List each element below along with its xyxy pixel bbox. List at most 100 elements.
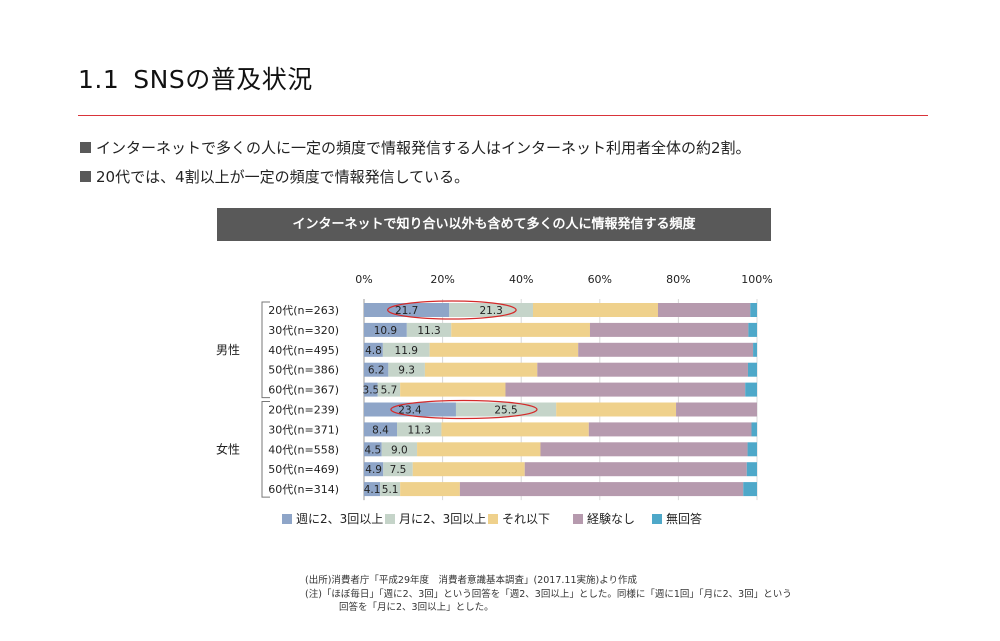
data-label: 11.3 [417,325,440,337]
data-label: 9.3 [398,365,415,377]
data-label: 4.1 [364,484,381,496]
bar-segment [556,402,677,417]
legend-swatch [488,514,498,524]
data-label: 8.4 [372,424,389,436]
footnote-continued: 回答を「月に2、3回以上」とした。 [339,602,494,613]
legend-label: それ以下 [502,512,550,526]
data-label: 5.1 [382,484,399,496]
row-label: 20代(n=263) [268,304,339,317]
bar-segment [364,362,389,377]
bar-segment [364,382,378,397]
data-label: 4.5 [364,444,381,456]
section-title: SNSの普及状況 [133,65,313,94]
data-label: 5.7 [381,385,398,397]
bullet-item: インターネットで多くの人に一定の頻度で情報発信する人はインターネット利用者全体の… [80,137,751,158]
data-label: 21.3 [479,305,502,317]
data-label: 6.2 [368,365,385,377]
bar-segment [364,342,383,357]
bullet-square-icon [80,142,91,153]
bar-segment [364,303,450,317]
bar-segment [745,382,757,397]
bar-segment [746,462,757,477]
data-label: 21.7 [395,305,418,317]
data-label: 25.5 [494,405,517,417]
bar-segment [540,442,748,457]
data-label: 7.5 [390,464,407,476]
bar-segment [364,322,407,337]
bar-segment [451,322,590,337]
row-label: 20代(n=239) [268,404,339,417]
bar-segment [388,362,425,377]
bullet-square-icon [80,171,91,182]
bullet-item: 20代では、4割以上が一定の頻度で情報発信している。 [80,166,469,187]
row-label: 60代(n=367) [268,384,339,397]
legend-swatch [385,514,395,524]
highlight-ellipse [387,300,517,320]
group-bracket [261,401,270,498]
source-note: (出所)消費者庁「平成29年度 消費者意識基本調査」(2017.11実施)より作… [305,575,638,586]
legend-label: 無回答 [666,511,702,526]
chart-title: インターネットで知り合い以外も含めて多くの人に情報発信する頻度 [217,208,771,241]
bar-segment [377,382,401,397]
x-tick-label: 40% [509,273,533,286]
x-tick-label: 60% [588,273,612,286]
bar-segment [578,342,754,357]
group-label: 女性 [216,441,240,456]
bar-segment [382,342,430,357]
legend-label: 経験なし [587,511,635,526]
x-tick-label: 100% [741,273,772,286]
bar-segment [657,303,751,317]
x-tick-label: 0% [355,273,372,286]
bar-segment [747,442,757,457]
bar-segment [412,462,525,477]
bar-segment [441,422,589,437]
row-label: 30代(n=320) [268,324,339,337]
bar-segment [424,362,538,377]
bar-segment [748,322,757,337]
footnote: (注)「ほぼ毎日」「週に2、3回」という回答を「週2、3回以上」とした。同様に「… [305,589,792,600]
bar-segment [406,322,452,337]
section-number: 1.1 [78,65,120,94]
bar-segment [364,482,381,497]
x-tick-label: 80% [666,273,690,286]
x-tick-label: 20% [430,273,454,286]
bar-segment [459,482,744,497]
group-label: 男性 [216,343,240,357]
bar-segment [747,362,757,377]
bar-segment [532,303,658,317]
bar-segment [537,362,748,377]
group-bracket [261,301,270,399]
bar-segment [676,402,757,417]
bar-segment [743,482,757,497]
bar-segment [381,442,418,457]
bar-segment [588,422,752,437]
bar-segment [589,322,749,337]
data-label: 10.9 [374,325,397,337]
bar-segment [380,482,401,497]
legend-swatch [573,514,583,524]
bar-segment [397,422,442,437]
bar-segment [524,462,747,477]
title-divider [78,115,928,116]
bar-segment [364,442,382,457]
legend-swatch [282,514,292,524]
bar-segment [364,402,456,417]
page-title: 1.1 SNSの普及状況 [78,60,313,96]
legend-label: 週に2、3回以上 [296,512,383,526]
legend-swatch [652,514,662,524]
bar-segment [364,462,384,477]
bar-segment [750,303,757,317]
bar-segment [429,342,579,357]
data-label: 4.8 [365,345,382,357]
row-label: 40代(n=495) [268,344,339,357]
legend-label: 月に2、3回以上 [399,512,486,526]
bar-segment [364,422,398,437]
row-label: 50代(n=386) [268,364,339,377]
row-label: 50代(n=469) [268,463,339,476]
bar-segment [417,442,541,457]
row-label: 60代(n=314) [268,483,339,496]
row-label: 30代(n=371) [268,423,339,436]
data-label: 11.9 [395,345,418,357]
bar-segment [383,462,413,477]
